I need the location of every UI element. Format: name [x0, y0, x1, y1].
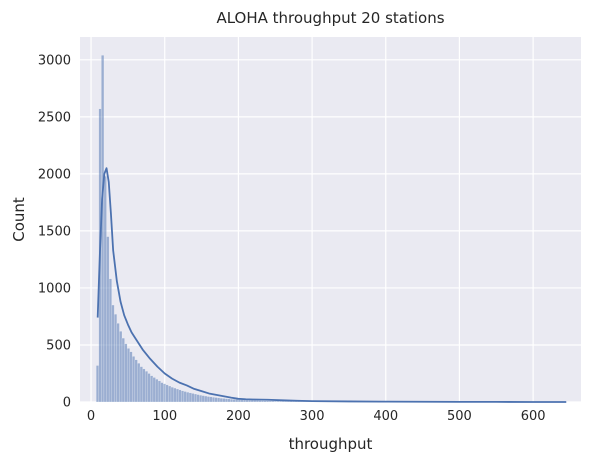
histogram-bar: [196, 394, 200, 403]
histogram-bar: [175, 388, 179, 403]
histogram-bar: [114, 314, 117, 403]
histogram-bar: [235, 399, 239, 403]
histogram-bar: [237, 399, 241, 403]
x-tick-label: 300: [300, 409, 325, 424]
histogram-bar: [106, 236, 110, 403]
histogram-bar: [232, 399, 236, 403]
histogram-bar: [173, 387, 177, 403]
histogram-bar: [217, 397, 221, 403]
histogram-bar: [209, 396, 213, 403]
histogram-bar: [124, 343, 128, 403]
histogram-bar: [199, 395, 203, 403]
kde-line: [96, 167, 567, 403]
histogram-bar: [253, 400, 257, 403]
y-tick-label: 3000: [38, 53, 71, 68]
histogram-bar: [165, 384, 169, 403]
histogram-bar: [129, 351, 133, 403]
histogram-bar: [276, 400, 280, 403]
histogram-bar: [227, 398, 231, 403]
histogram-bar: [139, 366, 143, 403]
grid-lines: [80, 37, 581, 403]
histogram-bar: [268, 400, 272, 403]
plot-background: [80, 37, 581, 402]
histogram-bar: [119, 331, 123, 403]
histogram-bar: [155, 379, 159, 403]
histogram-bar: [178, 389, 182, 403]
histogram-bar: [261, 400, 264, 403]
histogram-bar: [150, 375, 154, 403]
histogram-bar: [212, 397, 215, 403]
x-tick-label: 0: [87, 409, 95, 424]
histogram-bar: [116, 323, 120, 403]
y-tick-label: 2500: [38, 110, 71, 125]
histogram-bar: [263, 400, 267, 403]
histogram-bar: [279, 401, 283, 403]
histogram-bar: [163, 383, 166, 403]
y-tick-label: 1000: [38, 281, 71, 296]
histogram-bar: [248, 400, 252, 403]
y-tick-label: 2000: [38, 167, 71, 182]
x-tick-label: 600: [521, 409, 546, 424]
histogram-bar: [206, 396, 210, 403]
histogram-bar: [108, 278, 112, 403]
tick-labels: 0 100 200 300 400 500 600 0 500 1000 1500 2000 2500 3…: [38, 53, 546, 424]
histogram-bar: [170, 387, 174, 403]
histogram-bar: [243, 399, 246, 403]
histogram-bar: [204, 395, 208, 403]
histogram-bar: [194, 393, 197, 403]
histogram-bar: [286, 401, 290, 403]
histogram-bar: [147, 373, 151, 403]
histogram-bar: [127, 348, 130, 403]
histogram-bar: [224, 398, 228, 403]
histogram-bar: [142, 368, 146, 403]
histogram-bar: [96, 365, 99, 403]
histogram-bar: [152, 377, 156, 403]
histogram-bar: [160, 382, 164, 403]
histogram-bar: [255, 400, 259, 403]
histogram-bar: [240, 399, 244, 403]
chart-title: ALOHA throughput 20 stations: [216, 9, 444, 27]
histogram-bar: [222, 398, 226, 403]
histogram-bar: [281, 401, 285, 403]
histogram-bar: [103, 176, 107, 403]
kde-curve-group: [96, 167, 567, 403]
histogram-bar: [266, 400, 270, 403]
histogram-bar: [157, 380, 161, 403]
x-tick-label: 200: [226, 409, 251, 424]
histogram-bar: [183, 391, 187, 403]
histogram-bar: [121, 337, 125, 403]
histogram-bar: [230, 398, 234, 403]
x-tick-label: 500: [447, 409, 472, 424]
histogram-bar: [137, 363, 141, 403]
histogram-bar: [201, 395, 205, 403]
histogram-bar: [191, 393, 195, 403]
histogram-bar: [219, 398, 223, 403]
histogram-bar: [132, 356, 136, 403]
x-tick-label: 400: [373, 409, 398, 424]
y-tick-label: 0: [63, 396, 71, 411]
histogram-bar: [181, 390, 185, 403]
y-tick-label: 1500: [38, 224, 71, 239]
histogram-bar: [273, 400, 277, 403]
histogram-bar: [284, 401, 288, 403]
histogram-bar: [245, 399, 249, 403]
histogram-bar: [188, 392, 192, 403]
histogram-bar: [214, 397, 218, 403]
y-axis-label: Count: [10, 197, 28, 242]
y-tick-label: 500: [46, 338, 71, 353]
histogram-bar: [111, 304, 115, 403]
x-axis-label: throughput: [289, 435, 373, 453]
histogram-bar: [250, 400, 254, 403]
x-tick-label: 100: [152, 409, 177, 424]
histogram-bar: [145, 371, 148, 403]
histogram-bar: [134, 359, 138, 403]
histogram-bar: [168, 385, 172, 403]
histogram-bar: [271, 400, 275, 403]
histogram-bar: [186, 392, 190, 403]
histogram-bar: [258, 400, 262, 403]
